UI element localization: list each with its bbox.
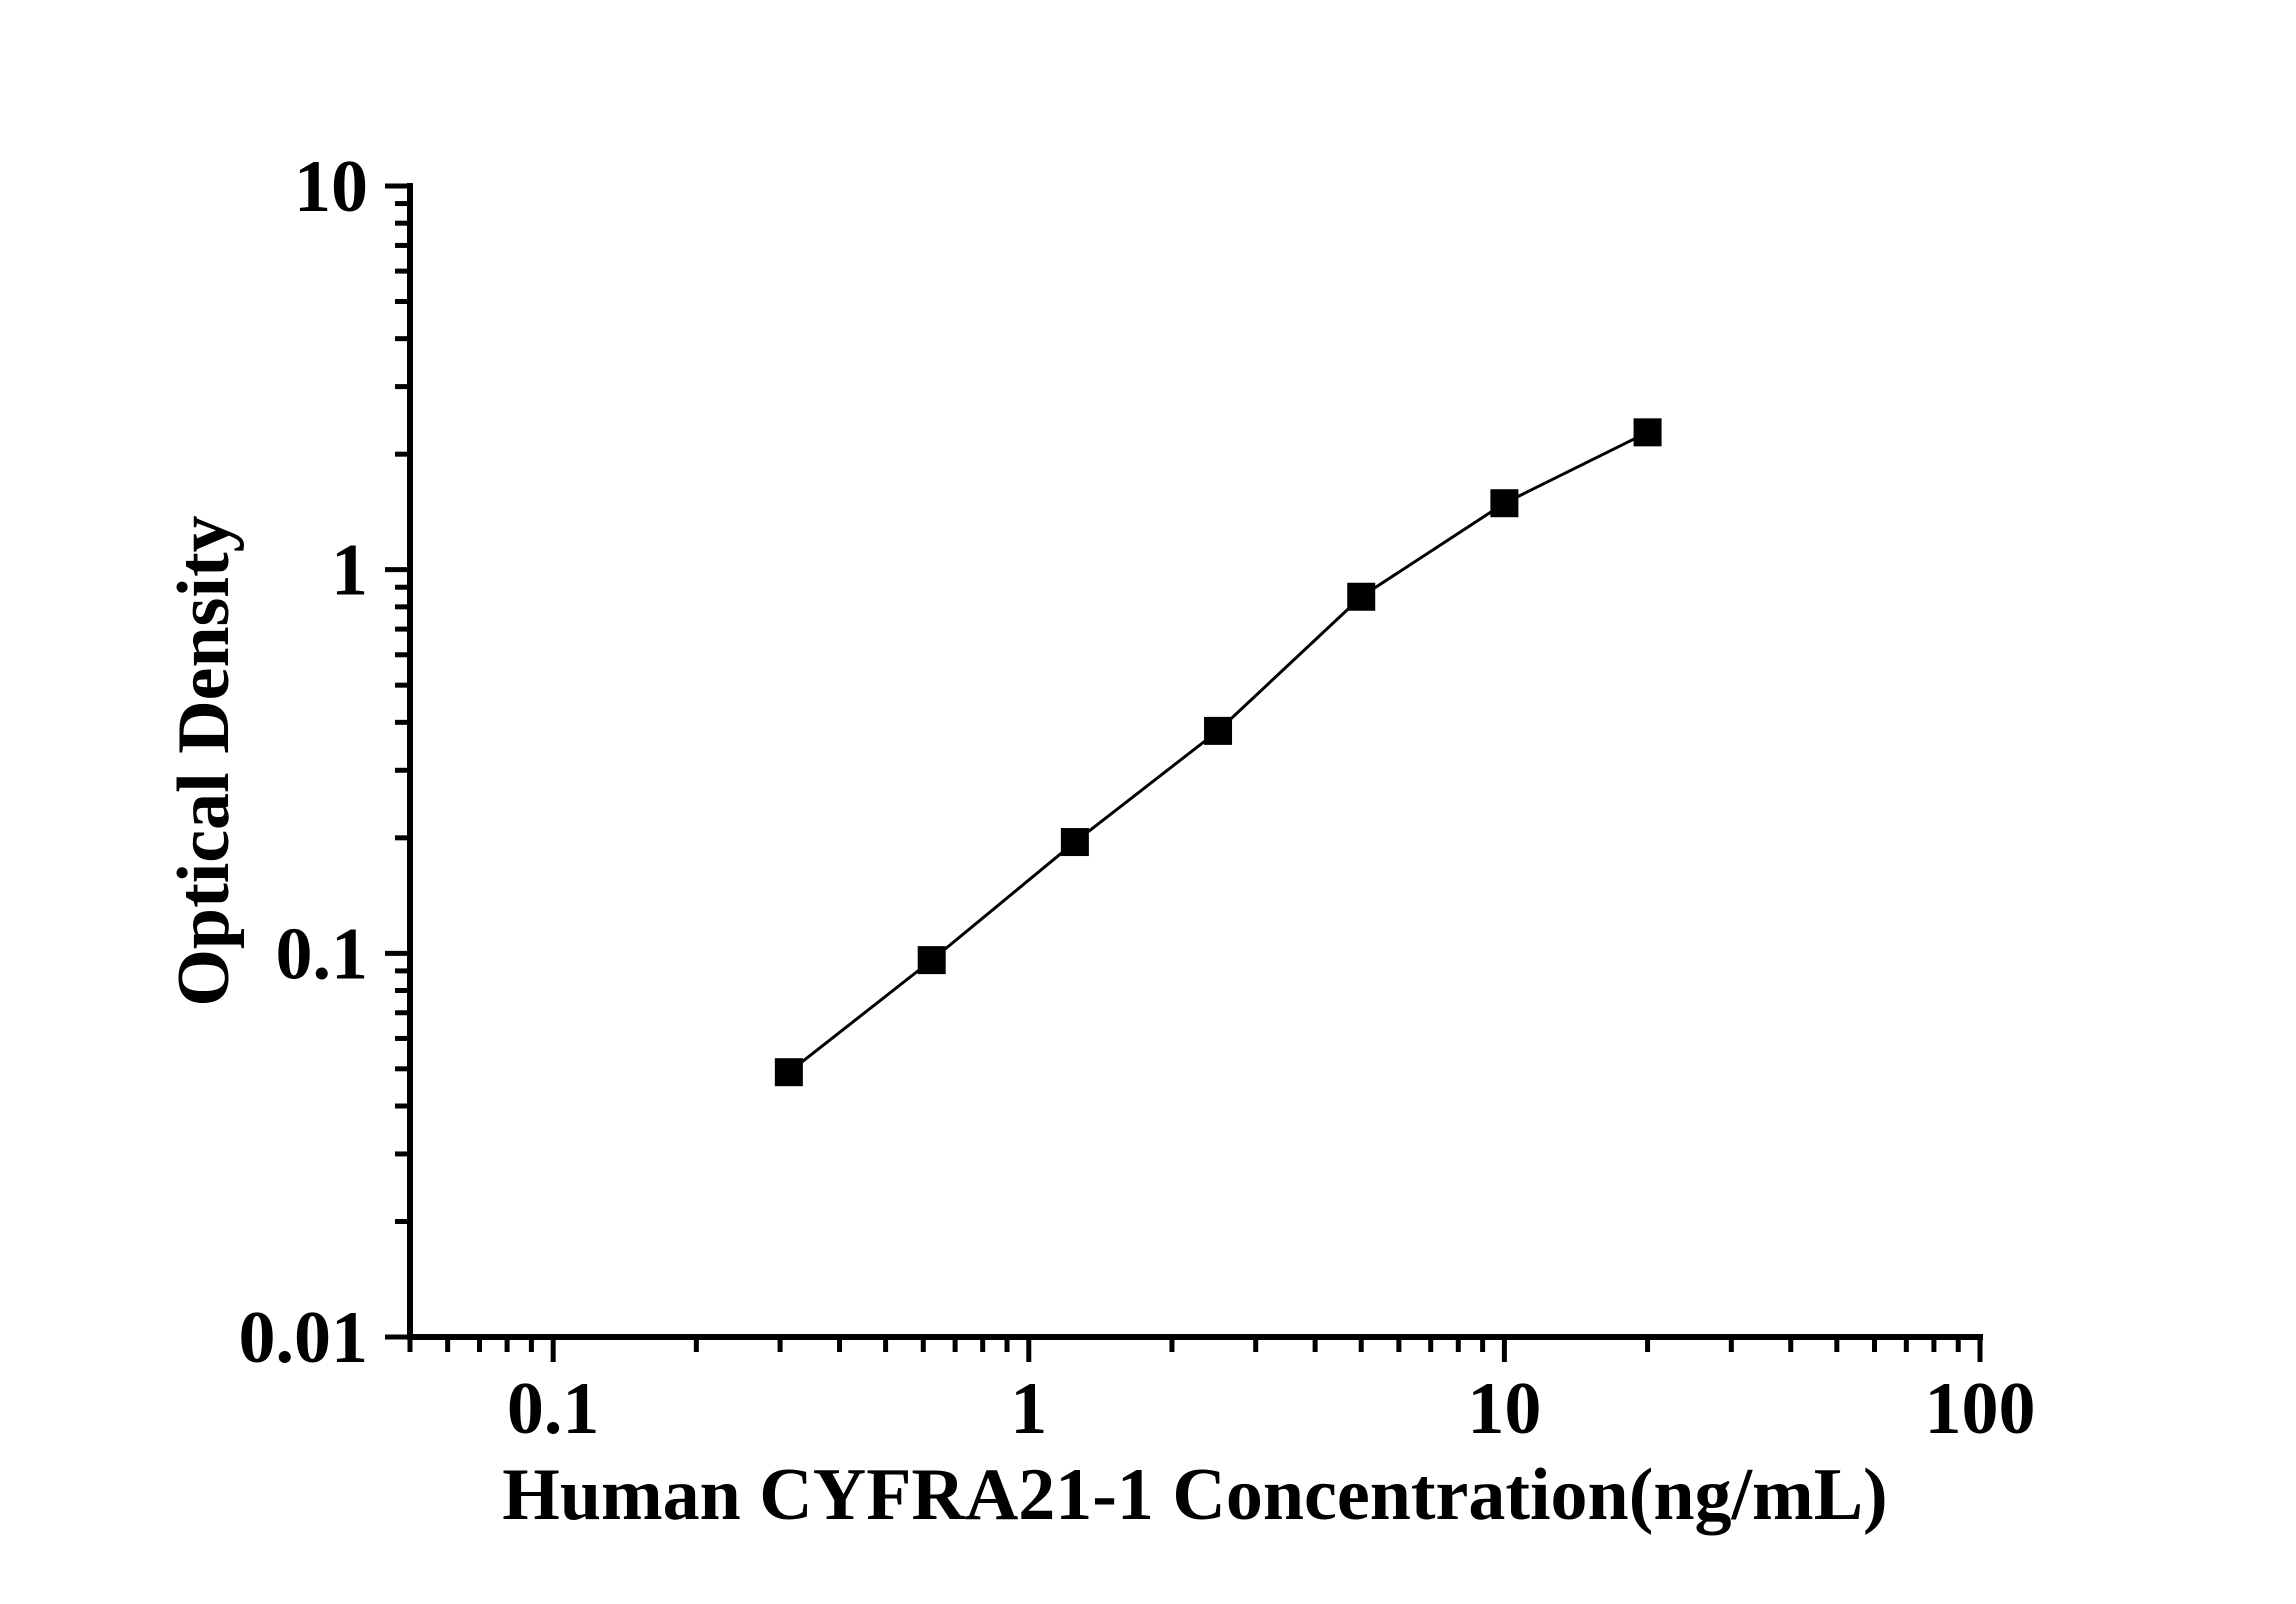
y-tick-label: 1 — [331, 530, 368, 612]
data-point-6 — [1490, 489, 1519, 518]
x-tick-label: 10 — [1467, 1368, 1541, 1450]
y-tick-label: 0.01 — [239, 1297, 369, 1379]
data-point-7 — [1633, 418, 1662, 447]
x-tick-label: 0.1 — [507, 1368, 600, 1450]
x-tick-label: 100 — [1925, 1368, 2036, 1450]
y-tick-label: 10 — [294, 146, 368, 228]
data-point-3 — [1060, 828, 1089, 857]
curve-line — [787, 430, 1649, 1074]
data-point-1 — [774, 1058, 803, 1087]
y-axis-title: Optical Density — [163, 515, 245, 1007]
y-tick-label: 0.1 — [276, 913, 369, 995]
data-point-2 — [917, 946, 946, 975]
x-axis-title: Human CYFRA21-1 Concentration(ng/mL) — [502, 1454, 1888, 1536]
data-point-4 — [1204, 716, 1233, 745]
x-tick-label: 1 — [1010, 1368, 1047, 1450]
data-point-5 — [1347, 582, 1376, 611]
